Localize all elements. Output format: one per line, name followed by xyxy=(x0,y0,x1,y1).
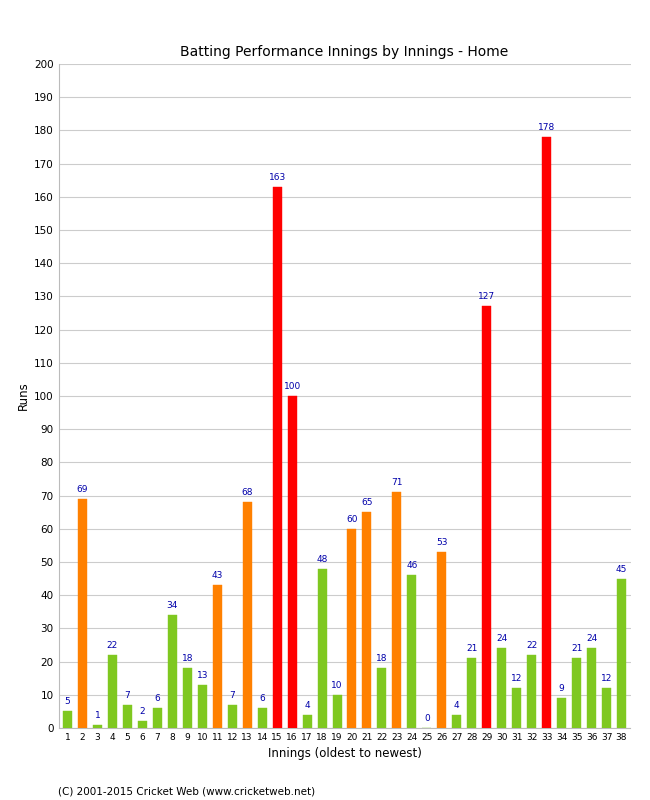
Text: 7: 7 xyxy=(229,690,235,700)
Bar xyxy=(587,648,596,728)
Text: 48: 48 xyxy=(317,554,328,564)
Text: 68: 68 xyxy=(241,488,253,498)
Text: 45: 45 xyxy=(616,565,627,574)
Text: 46: 46 xyxy=(406,562,417,570)
Title: Batting Performance Innings by Innings - Home: Batting Performance Innings by Innings -… xyxy=(181,45,508,58)
Text: 1: 1 xyxy=(94,710,100,720)
Text: 12: 12 xyxy=(601,674,612,683)
Bar xyxy=(393,492,402,728)
Text: 22: 22 xyxy=(526,641,538,650)
Bar xyxy=(378,668,387,728)
Bar xyxy=(93,725,102,728)
Bar xyxy=(318,569,326,728)
Bar xyxy=(527,655,536,728)
Bar xyxy=(452,714,462,728)
Y-axis label: Runs: Runs xyxy=(17,382,30,410)
Text: 2: 2 xyxy=(140,707,145,716)
Bar xyxy=(497,648,506,728)
Text: 4: 4 xyxy=(304,701,310,710)
Text: 65: 65 xyxy=(361,498,372,507)
Text: 18: 18 xyxy=(181,654,193,663)
Bar xyxy=(512,688,521,728)
Text: 6: 6 xyxy=(155,694,160,703)
Bar xyxy=(138,722,147,728)
Bar xyxy=(572,658,581,728)
Bar xyxy=(153,708,162,728)
Bar xyxy=(123,705,132,728)
Text: 24: 24 xyxy=(496,634,508,643)
Bar xyxy=(467,658,476,728)
Text: 21: 21 xyxy=(571,644,582,654)
Bar xyxy=(333,694,341,728)
Bar xyxy=(302,714,311,728)
Text: 163: 163 xyxy=(268,173,286,182)
Text: 53: 53 xyxy=(436,538,448,547)
Text: 21: 21 xyxy=(466,644,478,654)
Text: 69: 69 xyxy=(77,485,88,494)
Text: 60: 60 xyxy=(346,515,358,524)
Bar xyxy=(257,708,266,728)
Bar xyxy=(482,306,491,728)
Bar xyxy=(227,705,237,728)
Text: 71: 71 xyxy=(391,478,402,487)
Text: 178: 178 xyxy=(538,123,555,132)
Bar xyxy=(617,578,626,728)
Text: 127: 127 xyxy=(478,292,495,302)
Text: 5: 5 xyxy=(64,698,70,706)
Bar xyxy=(348,529,356,728)
Bar xyxy=(602,688,611,728)
Bar xyxy=(213,586,222,728)
Text: (C) 2001-2015 Cricket Web (www.cricketweb.net): (C) 2001-2015 Cricket Web (www.cricketwe… xyxy=(58,786,316,796)
Bar xyxy=(408,575,417,728)
Bar xyxy=(63,711,72,728)
Text: 9: 9 xyxy=(559,684,564,693)
Text: 7: 7 xyxy=(125,690,130,700)
Text: 4: 4 xyxy=(454,701,460,710)
Bar xyxy=(437,552,447,728)
Text: 12: 12 xyxy=(511,674,523,683)
Bar xyxy=(542,137,551,728)
Bar xyxy=(108,655,117,728)
Text: 34: 34 xyxy=(166,601,178,610)
Bar xyxy=(557,698,566,728)
Bar xyxy=(287,396,296,728)
Text: 10: 10 xyxy=(332,681,343,690)
Bar xyxy=(363,512,371,728)
Bar xyxy=(242,502,252,728)
Text: 22: 22 xyxy=(107,641,118,650)
X-axis label: Innings (oldest to newest): Innings (oldest to newest) xyxy=(268,747,421,761)
Bar xyxy=(78,499,87,728)
Bar xyxy=(272,187,281,728)
Text: 0: 0 xyxy=(424,714,430,723)
Text: 13: 13 xyxy=(196,671,208,680)
Text: 43: 43 xyxy=(211,571,223,580)
Bar xyxy=(183,668,192,728)
Text: 18: 18 xyxy=(376,654,387,663)
Text: 24: 24 xyxy=(586,634,597,643)
Bar xyxy=(198,685,207,728)
Text: 100: 100 xyxy=(283,382,301,391)
Bar xyxy=(168,615,177,728)
Text: 6: 6 xyxy=(259,694,265,703)
